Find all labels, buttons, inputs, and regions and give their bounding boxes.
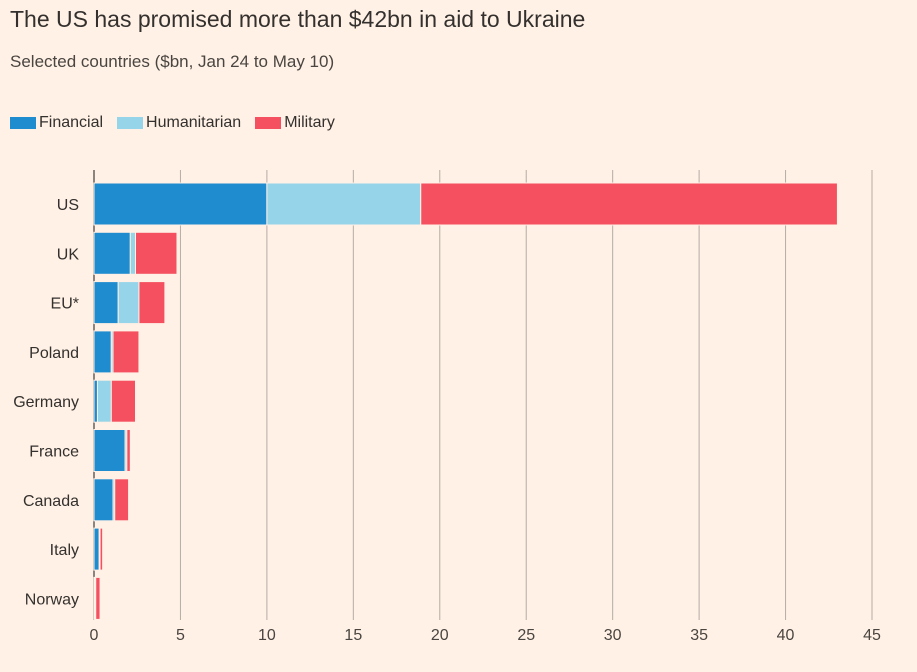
x-tick-label-10: 10 xyxy=(258,627,276,644)
x-tick-label-45: 45 xyxy=(863,627,881,644)
chart-subtitle: Selected countries ($bn, Jan 24 to May 1… xyxy=(10,52,335,71)
x-tick-label-0: 0 xyxy=(90,627,99,644)
legend-item-humanitarian: Humanitarian xyxy=(117,114,241,132)
bar-military-3 xyxy=(112,330,140,374)
bar-military-1 xyxy=(134,231,178,275)
bar-military-6 xyxy=(114,478,130,522)
x-tick-label-15: 15 xyxy=(344,627,362,644)
bar-financial-6 xyxy=(93,478,114,522)
category-label-4: Germany xyxy=(13,394,79,411)
legend-label-humanitarian: Humanitarian xyxy=(146,114,242,131)
x-tick-label-30: 30 xyxy=(604,627,622,644)
bar-humanitarian-4 xyxy=(96,379,112,423)
bar-financial-1 xyxy=(93,231,131,275)
x-tick-label-20: 20 xyxy=(431,627,449,644)
bar-financial-4 xyxy=(93,379,98,423)
legend-swatch-financial xyxy=(10,117,36,129)
bar-military-5 xyxy=(126,429,131,472)
bar-financial-0 xyxy=(93,182,268,226)
x-tick-label-25: 25 xyxy=(517,627,535,644)
bar-humanitarian-2 xyxy=(117,281,140,325)
x-tick-label-40: 40 xyxy=(777,627,795,644)
category-label-6: Canada xyxy=(23,493,79,510)
bar-military-8 xyxy=(95,576,101,620)
bar-financial-3 xyxy=(93,330,112,374)
category-label-5: France xyxy=(29,444,79,461)
legend-swatch-military xyxy=(255,117,282,129)
legend-label-military: Military xyxy=(284,114,335,131)
legend-item-financial: Financial xyxy=(10,114,103,132)
bar-military-7 xyxy=(99,527,104,571)
x-tick-label-5: 5 xyxy=(176,627,185,644)
bar-humanitarian-1 xyxy=(129,231,136,275)
bar-financial-5 xyxy=(93,429,126,472)
category-label-3: Poland xyxy=(29,345,79,362)
bar-military-4 xyxy=(110,379,136,423)
chart-title: The US has promised more than $42bn in a… xyxy=(10,6,586,32)
legend: Financial Humanitarian Military xyxy=(10,114,349,132)
bar-military-2 xyxy=(138,281,166,325)
x-tick-label-35: 35 xyxy=(690,627,708,644)
bar-humanitarian-0 xyxy=(266,182,422,226)
category-label-7: Italy xyxy=(50,542,79,559)
legend-item-military: Military xyxy=(255,114,335,132)
legend-swatch-humanitarian xyxy=(117,117,144,129)
category-label-1: UK xyxy=(57,246,80,263)
category-label-8: Norway xyxy=(25,591,79,608)
bar-financial-2 xyxy=(93,281,119,325)
bar-military-0 xyxy=(420,182,838,226)
category-label-0: US xyxy=(57,197,79,214)
category-label-2: EU* xyxy=(51,296,79,313)
bar-financial-7 xyxy=(93,527,100,571)
legend-label-financial: Financial xyxy=(39,114,104,131)
